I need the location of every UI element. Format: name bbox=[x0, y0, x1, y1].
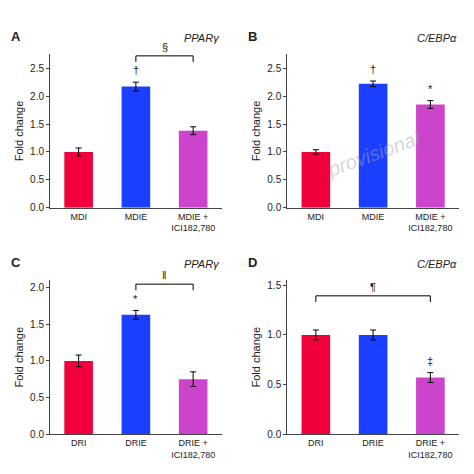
svg-text:*: * bbox=[428, 83, 433, 95]
svg-text:C/EBPα: C/EBPα bbox=[417, 258, 457, 270]
svg-text:2.0: 2.0 bbox=[267, 91, 281, 102]
svg-text:0.5: 0.5 bbox=[267, 379, 281, 390]
svg-text:0.0: 0.0 bbox=[30, 429, 44, 440]
svg-text:C: C bbox=[11, 255, 21, 270]
svg-text:0.0: 0.0 bbox=[267, 202, 281, 213]
svg-text:1.0: 1.0 bbox=[267, 146, 281, 157]
svg-text:2.0: 2.0 bbox=[30, 91, 44, 102]
svg-text:‖: ‖ bbox=[162, 269, 167, 281]
svg-text:0.5: 0.5 bbox=[30, 392, 44, 403]
svg-text:B: B bbox=[248, 29, 257, 44]
svg-text:DRIE: DRIE bbox=[362, 438, 384, 448]
svg-text:*: * bbox=[133, 293, 138, 305]
svg-text:Fold change: Fold change bbox=[13, 101, 25, 162]
svg-text:1.5: 1.5 bbox=[267, 280, 281, 291]
svg-text:MDIE: MDIE bbox=[125, 212, 148, 222]
svg-text:0.5: 0.5 bbox=[267, 174, 281, 185]
svg-text:DRI: DRI bbox=[71, 438, 87, 448]
svg-text:1.5: 1.5 bbox=[267, 119, 281, 130]
svg-text:1.0: 1.0 bbox=[30, 355, 44, 366]
svg-text:§: § bbox=[162, 41, 168, 53]
svg-text:0.0: 0.0 bbox=[30, 202, 44, 213]
svg-text:0.5: 0.5 bbox=[30, 174, 44, 185]
svg-text:MDIE +ICI182,780: MDIE +ICI182,780 bbox=[408, 212, 452, 234]
svg-text:MDIE +ICI182,780: MDIE +ICI182,780 bbox=[171, 212, 215, 234]
svg-text:Fold change: Fold change bbox=[13, 327, 25, 388]
svg-text:DRIE +ICI182,780: DRIE +ICI182,780 bbox=[171, 438, 215, 460]
svg-text:DRI: DRI bbox=[308, 438, 324, 448]
svg-text:MDIE: MDIE bbox=[362, 212, 385, 222]
svg-text:¶: ¶ bbox=[370, 281, 376, 293]
svg-text:1.5: 1.5 bbox=[30, 319, 44, 330]
svg-text:PPARγ: PPARγ bbox=[184, 32, 220, 44]
svg-text:Fold change: Fold change bbox=[250, 327, 262, 388]
svg-text:A: A bbox=[11, 29, 21, 44]
svg-text:MDI: MDI bbox=[308, 212, 325, 222]
svg-text:MDI: MDI bbox=[70, 212, 87, 222]
svg-text:DRIE +ICI182,780: DRIE +ICI182,780 bbox=[408, 438, 452, 460]
svg-text:‡: ‡ bbox=[427, 355, 433, 367]
svg-text:provisional: provisional bbox=[324, 127, 423, 181]
svg-text:1.0: 1.0 bbox=[30, 146, 44, 157]
svg-text:C/EBPα: C/EBPα bbox=[417, 32, 457, 44]
svg-text:2.0: 2.0 bbox=[30, 282, 44, 293]
svg-text:0.0: 0.0 bbox=[267, 429, 281, 440]
svg-text:Fold change: Fold change bbox=[250, 101, 262, 162]
svg-text:DRIE: DRIE bbox=[125, 438, 147, 448]
svg-text:2.5: 2.5 bbox=[267, 63, 281, 74]
svg-text:2.5: 2.5 bbox=[30, 63, 44, 74]
svg-text:D: D bbox=[248, 255, 257, 270]
svg-text:PPARγ: PPARγ bbox=[184, 258, 220, 270]
svg-text:1.0: 1.0 bbox=[267, 329, 281, 340]
svg-text:1.5: 1.5 bbox=[30, 119, 44, 130]
svg-text:†: † bbox=[133, 64, 139, 76]
svg-text:†: † bbox=[370, 63, 376, 75]
